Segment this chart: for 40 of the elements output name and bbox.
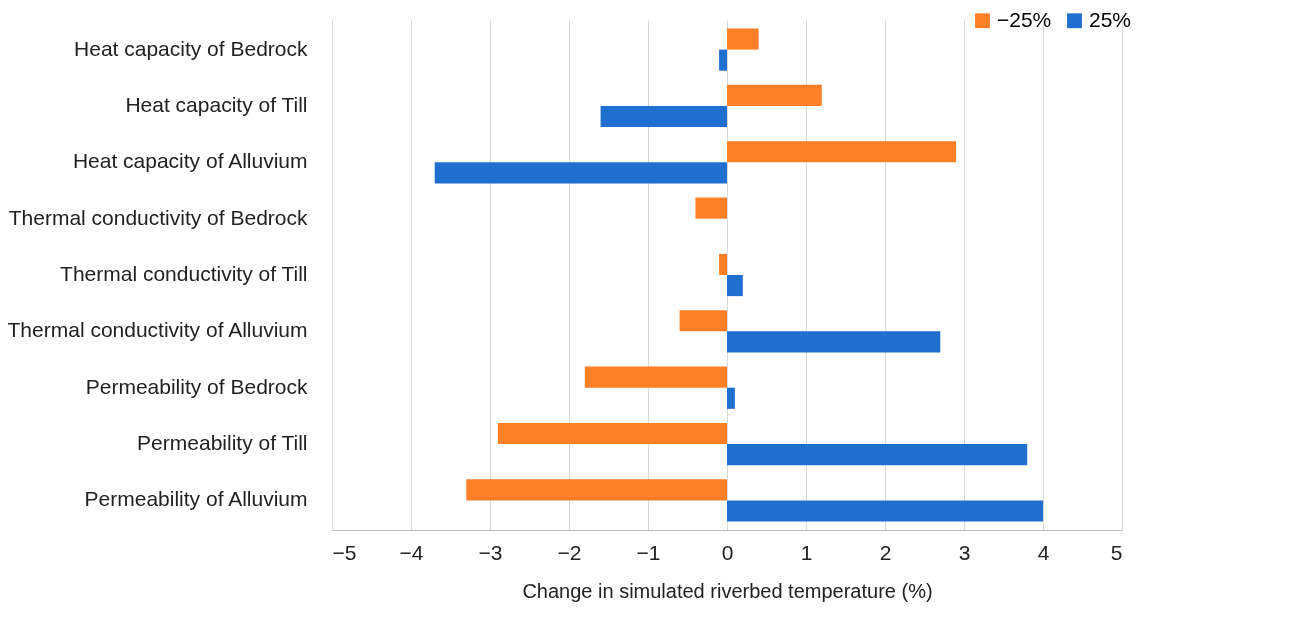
- bar: [434, 162, 727, 184]
- y-tick-label: Permeability of Till: [137, 431, 308, 455]
- legend-label: −25%: [997, 7, 1052, 31]
- bar: [727, 275, 743, 297]
- x-tick-label: −3: [478, 540, 503, 564]
- y-tick-label: Heat capacity of Till: [125, 92, 308, 116]
- bar: [727, 331, 941, 353]
- x-tick-label: 2: [879, 540, 892, 564]
- x-tick-label: −4: [399, 540, 424, 564]
- x-tick-label: 1: [800, 540, 813, 564]
- y-tick-label: Heat capacity of Alluvium: [72, 149, 308, 173]
- bar: [727, 387, 735, 409]
- x-axis-title: Change in simulated riverbed temperature (%): [522, 579, 933, 602]
- bar: [727, 28, 759, 50]
- y-tick-label: Permeability of Bedrock: [85, 374, 308, 398]
- bar: [727, 500, 1043, 522]
- legend-label: 25%: [1089, 7, 1132, 31]
- x-tick-label: 3: [958, 540, 971, 564]
- bar: [727, 84, 822, 106]
- bar: [600, 105, 727, 128]
- bar: [679, 310, 727, 332]
- x-tick-label: 4: [1037, 540, 1050, 564]
- y-tick-label: Thermal conductivity of Bedrock: [8, 205, 308, 229]
- bar: [497, 422, 727, 445]
- bar: [466, 479, 727, 501]
- bar: [719, 253, 727, 275]
- x-tick-label: −1: [636, 540, 661, 564]
- bar: [584, 366, 727, 388]
- bar: [727, 141, 957, 163]
- y-tick-label: Thermal conductivity of Alluvium: [7, 318, 308, 342]
- x-tick-label: 5: [1110, 540, 1123, 564]
- y-tick-label: Permeability of Alluvium: [84, 487, 308, 511]
- bar: [727, 444, 1028, 466]
- y-tick-label: Heat capacity of Bedrock: [74, 36, 308, 60]
- x-tick-label: −2: [557, 540, 582, 564]
- x-tick-label: −5: [332, 540, 357, 564]
- y-tick-label: Thermal conductivity of Till: [60, 262, 308, 285]
- bar: [719, 49, 727, 71]
- x-tick-label: 0: [721, 540, 734, 564]
- bar: [695, 197, 727, 219]
